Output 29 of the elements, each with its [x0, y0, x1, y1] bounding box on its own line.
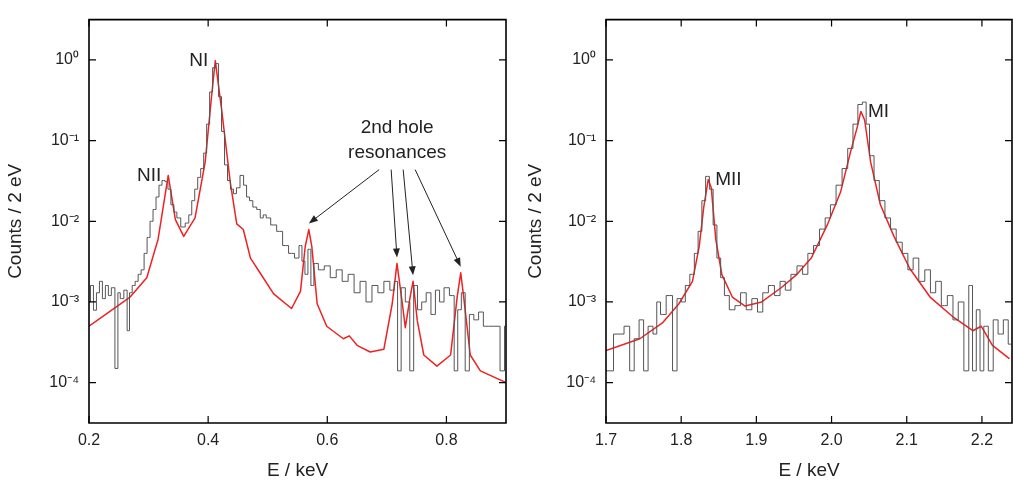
x-tick-label: 1.8	[670, 431, 693, 449]
x-tick-label: 1.9	[745, 431, 768, 449]
y-tick-label: 10⁻⁴	[566, 373, 597, 391]
annotation: 2nd hole resonances	[348, 116, 447, 163]
x-axis-title: E / keV	[778, 458, 840, 480]
y-tick-label: 10⁰	[572, 50, 596, 68]
y-tick-label: 10⁻²	[567, 211, 597, 229]
x-tick-label: 0.8	[435, 431, 458, 449]
x-tick-label: 0.4	[197, 431, 220, 449]
y-axis-title: Counts / 2 eV	[523, 163, 545, 279]
annotation: NII	[136, 163, 162, 185]
x-tick-label: 0.6	[316, 431, 339, 449]
y-tick-label: 10⁻³	[50, 292, 80, 310]
y-tick-label: 10⁻⁴	[49, 373, 80, 391]
x-tick-label: 2.2	[970, 431, 994, 449]
x-tick-label: 2.1	[895, 431, 918, 449]
annotation: MII	[715, 167, 742, 189]
x-axis-title: E / keV	[266, 458, 329, 480]
y-tick-label: 10⁻³	[567, 292, 597, 310]
annotation: MI	[867, 99, 889, 121]
annotation: NI	[189, 48, 209, 70]
y-tick-label: 10⁻¹	[50, 131, 79, 148]
y-tick-label: 10⁻¹	[567, 131, 596, 148]
y-tick-label: 10⁻²	[50, 211, 80, 229]
x-tick-label: 0.2	[77, 431, 101, 449]
y-axis-title: Counts / 2 eV	[3, 163, 25, 279]
y-tick-label: 10⁰	[55, 50, 79, 68]
x-tick-label: 1.7	[594, 431, 618, 449]
x-tick-label: 2.0	[820, 431, 843, 449]
